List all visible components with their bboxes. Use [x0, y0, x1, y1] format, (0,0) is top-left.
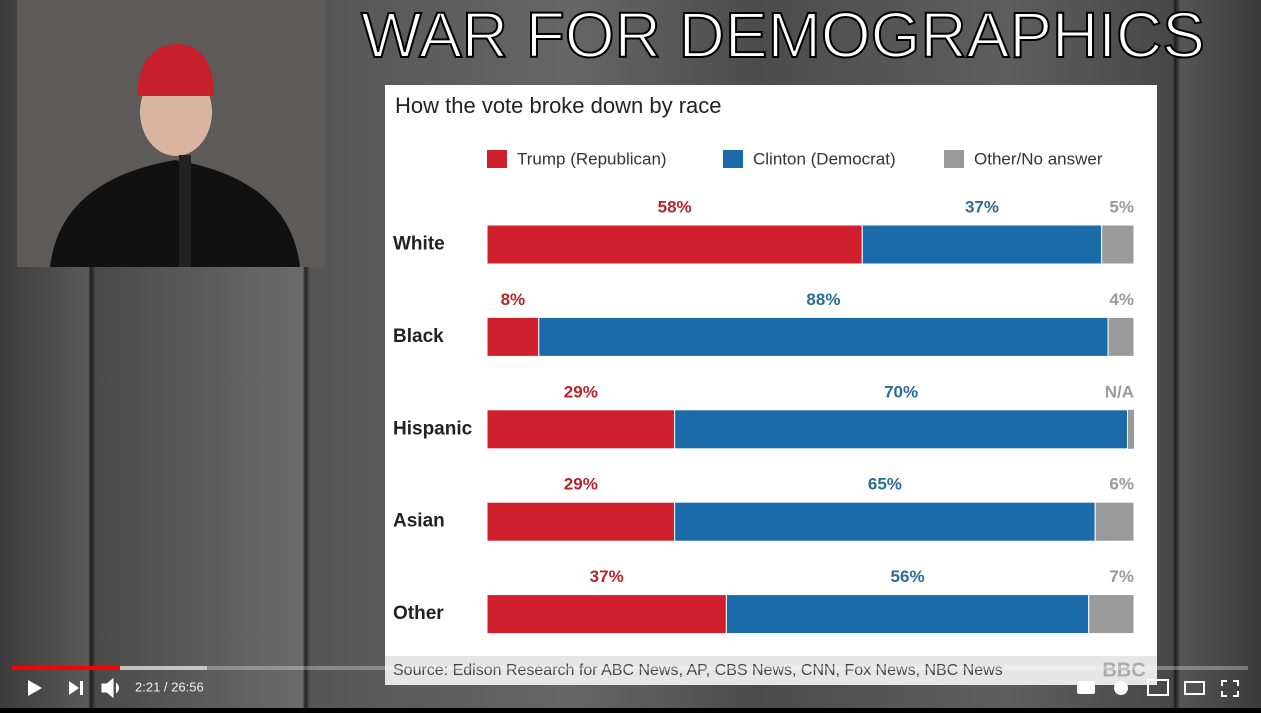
value-label: 88%: [806, 290, 840, 309]
category-label: White: [393, 234, 445, 255]
bar-segment: [674, 409, 1129, 450]
volume-button[interactable]: [101, 677, 119, 699]
value-label: N/A: [1105, 382, 1134, 401]
legend-swatch: [723, 150, 743, 168]
category-label: Asian: [393, 511, 445, 532]
value-label: 8%: [501, 290, 526, 309]
person-cap: [137, 44, 214, 96]
play-button[interactable]: [28, 680, 42, 696]
category-label: Hispanic: [393, 418, 473, 439]
bar-segment: [1088, 594, 1135, 635]
legend-label: Other/No answer: [974, 149, 1103, 168]
value-label: 65%: [868, 475, 902, 494]
bar-segment: [486, 409, 676, 450]
legend-label: Trump (Republican): [517, 149, 667, 168]
bar-segment: [486, 594, 727, 635]
bar-segment: [486, 501, 676, 542]
chart-panel: How the vote broke down by race Source: …: [385, 85, 1157, 685]
bar-segment: [725, 594, 1090, 635]
settings-button[interactable]: [1114, 681, 1128, 695]
bar-segment: [486, 316, 540, 357]
bar-segment: [538, 316, 1109, 357]
bar-segment: [1107, 316, 1135, 357]
legend-label: Clinton (Democrat): [753, 149, 896, 168]
bar-segment: [1101, 224, 1135, 265]
bar-segment: [1094, 501, 1135, 542]
legend-swatch: [944, 150, 964, 168]
cc-button[interactable]: [1077, 681, 1095, 694]
video-title: WAR FOR DEMOGRAPHICS: [361, 0, 1205, 71]
next-button[interactable]: [69, 681, 83, 695]
legend-swatch: [487, 150, 507, 168]
person-body: [50, 160, 300, 267]
bar-segment: [486, 224, 863, 265]
value-label: 5%: [1109, 197, 1134, 216]
fullscreen-button[interactable]: [1221, 680, 1239, 697]
webcam: [17, 0, 325, 267]
value-label: 58%: [658, 197, 692, 216]
bar-segment: [861, 224, 1103, 265]
miniplayer-button[interactable]: [1147, 679, 1169, 696]
category-label: Other: [393, 603, 444, 624]
value-label: 7%: [1109, 567, 1134, 586]
chart-background: [385, 85, 1157, 685]
value-label: 70%: [884, 382, 918, 401]
value-label: 6%: [1109, 475, 1134, 494]
value-label: 29%: [564, 475, 598, 494]
value-label: 37%: [965, 197, 999, 216]
value-label: 37%: [590, 567, 624, 586]
time-display: 2:21 / 26:56: [135, 679, 204, 694]
value-label: 4%: [1109, 290, 1134, 309]
value-label: 56%: [891, 567, 925, 586]
player-controls: 2:21 / 26:56: [12, 666, 1248, 699]
chart-title: How the vote broke down by race: [395, 93, 722, 118]
value-label: 29%: [564, 382, 598, 401]
bar-segment: [674, 501, 1096, 542]
microphone: [179, 155, 191, 267]
category-label: Black: [393, 326, 444, 347]
source-strip: [385, 656, 1157, 685]
bbc-logo: BBC: [1102, 659, 1145, 681]
theater-button[interactable]: [1184, 681, 1205, 695]
played-bar[interactable]: [12, 666, 120, 670]
progress-track: [12, 666, 1248, 670]
chart-source: Source: Edison Research for ABC News, AP…: [393, 662, 1003, 679]
